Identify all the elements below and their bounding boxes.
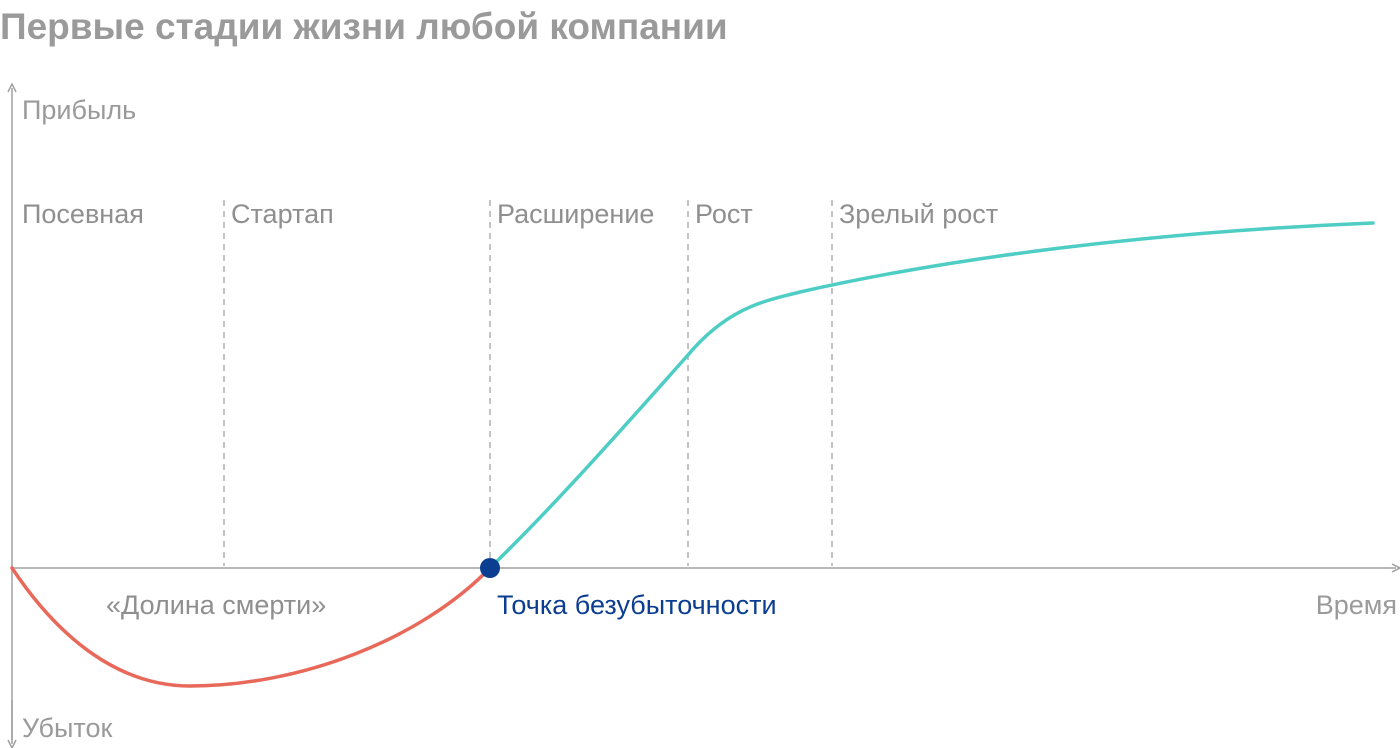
stage-label-seed: Посевная bbox=[22, 199, 144, 229]
valley-of-death-label: «Долина смерти» bbox=[106, 590, 326, 620]
profit-curve bbox=[488, 221, 1375, 570]
break-even-point-marker bbox=[480, 558, 500, 578]
y-axis-bottom-label: Убыток bbox=[22, 713, 113, 743]
stage-label-mature-growth: Зрелый рост bbox=[839, 199, 998, 229]
stage-label-startup: Стартап bbox=[231, 199, 334, 229]
page-title: Первые стадии жизни любой компании bbox=[0, 6, 728, 47]
break-even-point-label: Точка безубыточности bbox=[497, 590, 777, 620]
stage-label-growth: Рост bbox=[695, 199, 753, 229]
loss-curve bbox=[10, 566, 492, 688]
stage-label-expansion: Расширение bbox=[497, 199, 654, 229]
x-axis-label: Время bbox=[1316, 590, 1397, 620]
y-axis-top-label: Прибыль bbox=[22, 95, 136, 125]
